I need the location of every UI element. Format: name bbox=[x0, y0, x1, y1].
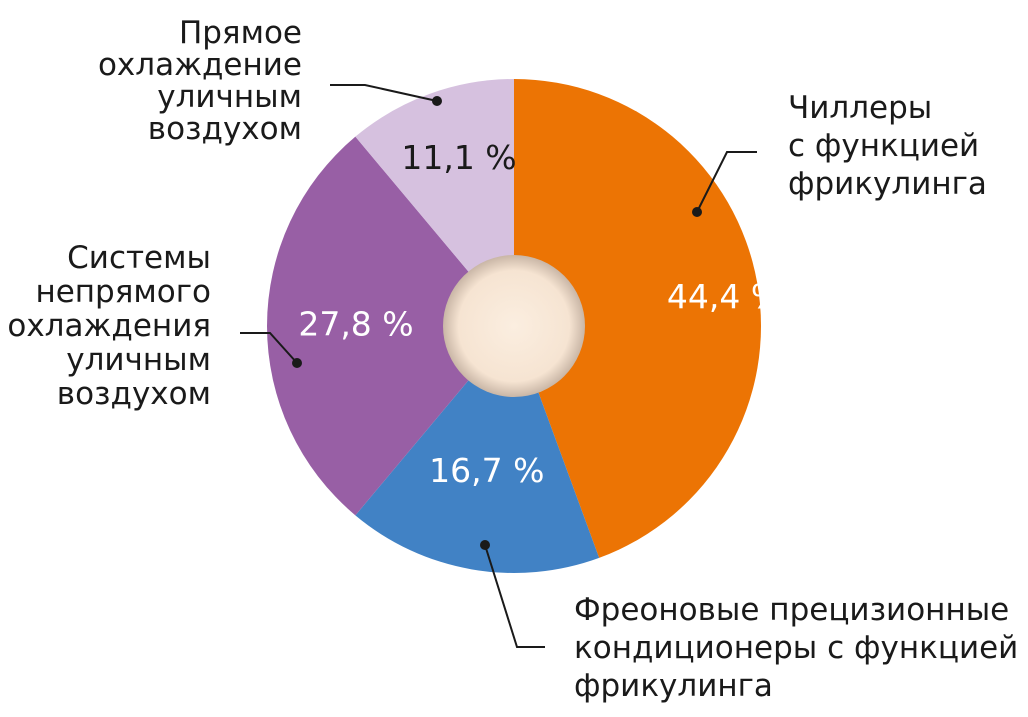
callout-label-line: уличным bbox=[157, 79, 302, 115]
labels-layer: 44,4 % 16,7 % 27,8 % 11,1 % bbox=[298, 138, 782, 490]
callout-dot bbox=[292, 358, 302, 368]
callout-dot bbox=[480, 540, 490, 550]
slice-value-label-4: 11,1 % bbox=[401, 138, 516, 177]
callout-2: Фреоновые прецизионные кондиционеры с фун… bbox=[480, 540, 1018, 704]
callout-label-line: с функцией bbox=[788, 128, 979, 164]
callout-label-line: воздухом bbox=[57, 376, 211, 412]
callout-label-line: охлаждение bbox=[98, 47, 302, 83]
callout-1: Чиллеры с функцией фрикулинга bbox=[692, 90, 987, 217]
callout-label-line: фрикулинга bbox=[574, 668, 773, 704]
center-hole bbox=[443, 255, 585, 397]
callout-label: Фреоновые прецизионные кондиционеры с фун… bbox=[574, 592, 1018, 704]
callout-leader-line bbox=[330, 84, 438, 102]
callout-label-line: фрикулинга bbox=[788, 166, 987, 202]
slice-value-label-2: 16,7 % bbox=[429, 451, 544, 490]
callout-4: Прямое охлаждение уличным воздухом bbox=[98, 15, 442, 147]
callout-leader-line bbox=[696, 151, 757, 213]
callout-leader-line bbox=[240, 332, 298, 364]
callout-label-line: непрямого bbox=[35, 274, 211, 310]
callout-dot bbox=[432, 96, 442, 106]
callout-dot bbox=[692, 207, 702, 217]
callout-label-line: охлаждения bbox=[7, 308, 211, 344]
callout-label-line: воздухом bbox=[148, 111, 302, 147]
pie-slice-2 bbox=[355, 326, 600, 573]
callout-label-line: уличным bbox=[66, 342, 211, 378]
callout-label-line: Фреоновые прецизионные bbox=[574, 592, 1009, 628]
pie-slice-3 bbox=[267, 136, 514, 516]
callout-label: Системы непрямого охлаждения уличным воздухо… bbox=[7, 240, 211, 412]
pie-slice-1 bbox=[514, 79, 762, 558]
callout-label: Чиллеры с функцией фрикулинга bbox=[788, 90, 987, 202]
callout-label: Прямое охлаждение уличным воздухом bbox=[98, 15, 302, 147]
slice-value-label-3: 27,8 % bbox=[298, 305, 413, 344]
callout-label-line: кондиционеры с функцией bbox=[574, 630, 1018, 666]
slices-layer bbox=[267, 79, 762, 573]
callout-label-line: Системы bbox=[67, 240, 211, 276]
callout-3: Системы непрямого охлаждения уличным воздухо… bbox=[7, 240, 302, 412]
callout-leader-line bbox=[484, 544, 545, 648]
pie-slice-4 bbox=[355, 79, 514, 326]
slice-value-label-1: 44,4 % bbox=[667, 277, 782, 316]
callout-label-line: Чиллеры bbox=[788, 90, 932, 126]
callout-label-line: Прямое bbox=[179, 15, 302, 51]
